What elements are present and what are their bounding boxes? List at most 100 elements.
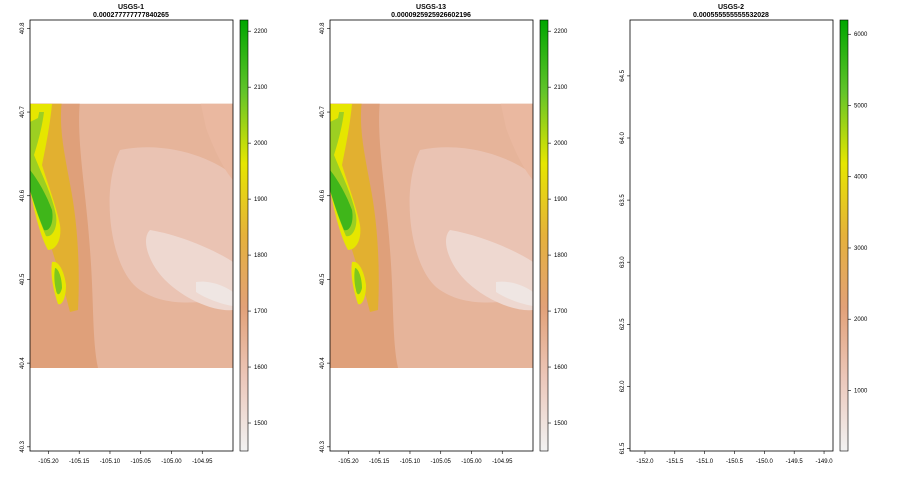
x-tick-label: -150.0 (756, 459, 774, 465)
elevation-region (630, 140, 720, 216)
panel-usgs-1: USGS-1 0.000277777777840265 -105.20 -105.… (0, 0, 300, 480)
x-tick-label: -151.5 (666, 459, 684, 465)
y-tick-label: 64.0 (620, 132, 626, 144)
elevation-region (330, 170, 353, 231)
elevation-region (740, 250, 772, 326)
colorbar-tick-label: 2000 (254, 141, 268, 147)
colorbar (839, 19, 849, 452)
y-tick-label: 40.5 (320, 273, 326, 285)
x-tick-label: -105.15 (69, 459, 90, 465)
x-tick-label: -104.95 (192, 459, 213, 465)
colorbar-tick-label: 1700 (554, 309, 568, 315)
elevation-region (655, 292, 700, 328)
y-tick-label: 40.3 (320, 440, 326, 452)
chart-title: USGS-2 (717, 4, 745, 11)
x-tick-label: -105.15 (369, 459, 390, 465)
y-tick-label: 40.7 (320, 106, 326, 118)
raster-image (30, 103, 233, 368)
colorbar-tick-label: 2000 (554, 141, 568, 147)
colorbar-tick-label: 2000 (854, 317, 868, 323)
y-tick-label: 40.4 (20, 357, 26, 369)
x-tick-label: -150.5 (726, 459, 744, 465)
elevation-region (30, 170, 53, 231)
chart-title: USGS-1 (117, 4, 145, 11)
raster-image (630, 140, 831, 328)
chart-subtitle: 0.000277777777840265 (93, 12, 169, 19)
y-tick-label: 40.3 (20, 440, 26, 452)
colorbar-tick-label: 6000 (854, 32, 868, 38)
y-tick-label: 40.6 (320, 189, 326, 201)
elevation-region (630, 180, 675, 244)
x-tick-label: -105.05 (431, 459, 452, 465)
colorbar-tick-label: 1600 (254, 365, 268, 371)
raster-chart: -152.0 -151.5 -151.0 -150.5 -150.0 -149.5 -149… (620, 19, 868, 465)
chart-subtitle: 0.000555555555532028 (693, 12, 769, 19)
colorbar-tick-label: 2100 (554, 85, 568, 91)
colorbar-tick-label: 4000 (854, 175, 868, 181)
plot-frame (629, 19, 834, 452)
x-tick-label: -105.00 (161, 459, 182, 465)
elevation-region (354, 268, 362, 295)
colorbar-tick-label: 1600 (554, 365, 568, 371)
chart-subtitle: 0.0000925925926602196 (391, 12, 471, 19)
colorbar-tick-label: 1900 (254, 197, 268, 203)
elevation-region (330, 108, 340, 122)
raster-chart: -105.20 -105.15 -105.10 -105.05 -105.00 -104.… (20, 19, 268, 465)
x-tick-label: -105.00 (461, 459, 482, 465)
colorbar-tick-label: 1900 (554, 197, 568, 203)
y-tick-label: 61.5 (620, 442, 626, 454)
colorbar-tick-label: 5000 (854, 103, 868, 109)
y-tick-label: 40.8 (320, 22, 326, 34)
raster-chart: -105.20 -105.15 -105.10 -105.05 -105.00 -104.… (320, 19, 568, 465)
colorbar (239, 19, 249, 452)
x-tick-label: -152.0 (636, 459, 654, 465)
colorbar-tick-label: 3000 (854, 246, 868, 252)
y-tick-label: 40.8 (20, 22, 26, 34)
x-tick-label: -105.20 (338, 459, 359, 465)
elevation-region (780, 292, 820, 328)
elevation-region (54, 268, 62, 295)
x-tick-label: -151.0 (696, 459, 714, 465)
colorbar-tick-label: 1700 (254, 309, 268, 315)
colorbar-tick-label: 2200 (554, 29, 568, 35)
colorbar-tick-label: 1800 (554, 253, 568, 259)
elevation-region (630, 205, 831, 318)
y-tick-label: 63.5 (620, 194, 626, 206)
elevation-region (702, 248, 718, 260)
colorbar-tick-label: 1500 (254, 421, 268, 427)
y-tick-label: 62.5 (620, 318, 626, 330)
colorbar-tick-label: 1500 (554, 421, 568, 427)
y-tick-label: 64.5 (620, 69, 626, 81)
x-tick-label: -105.05 (131, 459, 152, 465)
elevation-region (500, 103, 533, 180)
elevation-region (496, 281, 533, 306)
x-tick-label: -104.95 (492, 459, 513, 465)
elevation-region (706, 250, 714, 256)
chart-title: USGS-13 (416, 4, 446, 11)
colorbar-tick-label: 2200 (254, 29, 268, 35)
elevation-region (680, 264, 688, 271)
elevation-region (640, 240, 754, 296)
panel-usgs-2: USGS-2 0.000555555555532028 -152.0 -151.5… (600, 0, 900, 480)
panel-title: USGS-1 0.000277777777840265 (0, 4, 262, 20)
elevation-region (674, 248, 722, 274)
raster-image (330, 103, 533, 368)
colorbar-tick-label: 1000 (854, 388, 868, 394)
elevation-region (200, 103, 233, 180)
colorbar-tick-label: 2100 (254, 85, 268, 91)
panel-usgs-13: USGS-13 0.0000925925926602196 -105.20 -10… (300, 0, 600, 480)
plot-frame (29, 19, 234, 452)
x-tick-label: -105.10 (400, 459, 421, 465)
elevation-region (196, 281, 233, 306)
panel-title: USGS-13 0.0000925925926602196 (300, 4, 562, 20)
plot-frame (329, 19, 534, 452)
panel-title: USGS-2 0.000555555555532028 (600, 4, 862, 20)
elevation-region (720, 140, 831, 200)
y-tick-label: 40.4 (320, 357, 326, 369)
elevation-region (630, 140, 831, 328)
elevation-region (659, 248, 729, 287)
y-tick-label: 40.5 (20, 273, 26, 285)
elevation-region (30, 108, 40, 122)
y-tick-label: 40.6 (20, 189, 26, 201)
y-tick-label: 63.0 (620, 256, 626, 268)
